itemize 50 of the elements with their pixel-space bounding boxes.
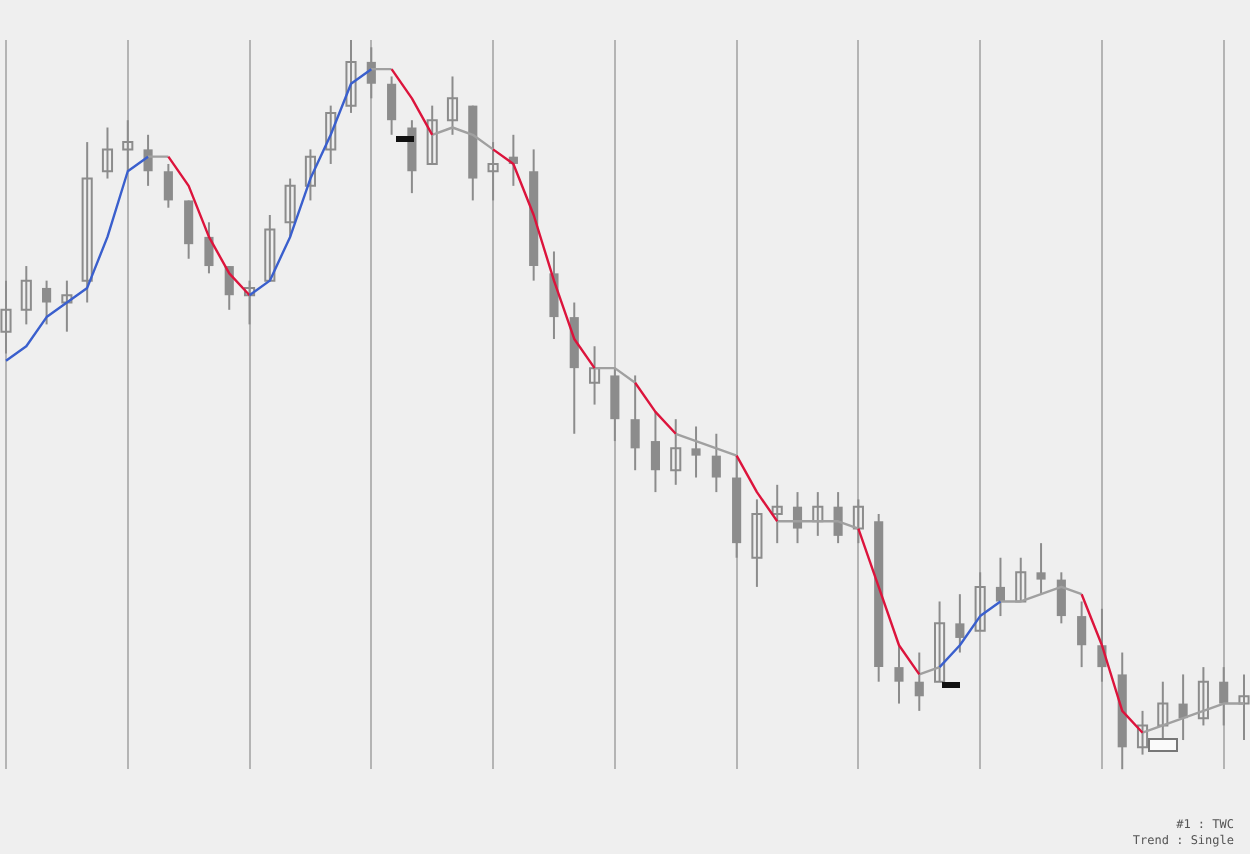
candlestick (1036, 542, 1046, 596)
candlestick (20, 265, 32, 326)
candlestick (630, 374, 640, 472)
candlestick (1136, 709, 1149, 756)
candlestick (122, 119, 134, 173)
candlestick (771, 483, 783, 545)
candlestick (1015, 556, 1027, 603)
candlestick (792, 491, 803, 545)
candlestick (284, 177, 296, 238)
candlestick (81, 141, 93, 304)
candlestick (0, 279, 12, 355)
candlestick (304, 148, 316, 202)
candlestick (588, 345, 601, 406)
candlestick (1077, 600, 1087, 669)
candlestick (1238, 673, 1250, 742)
candlestick (426, 104, 438, 165)
candlestick (101, 126, 114, 180)
candlestick (1157, 680, 1169, 742)
candlestick (61, 279, 73, 333)
candlestick (691, 425, 701, 479)
candlestick (934, 600, 946, 683)
candlestick (812, 491, 824, 537)
candlestick (914, 651, 924, 712)
candlestick (243, 279, 256, 326)
candlestick (487, 141, 499, 202)
candlestick (204, 221, 214, 275)
candlestick (1197, 666, 1209, 727)
candlestick (955, 593, 965, 654)
candlestick (163, 162, 173, 209)
candlestick (894, 644, 904, 705)
candlestick (751, 498, 763, 588)
candlestick (143, 133, 153, 187)
candlestick (610, 367, 620, 443)
candlestick (852, 498, 864, 545)
candlestick (264, 214, 276, 282)
candlestick (833, 491, 843, 545)
candlestick (549, 250, 559, 340)
candlestick (1219, 666, 1229, 727)
candlestick (345, 39, 357, 114)
candlestick (650, 410, 661, 494)
candlestick (974, 571, 986, 632)
candlestick (325, 104, 337, 165)
candlestick (1056, 571, 1066, 625)
candlestick (446, 75, 459, 136)
candlestick (711, 432, 721, 494)
candlestick (387, 75, 397, 136)
candlestick (670, 418, 682, 486)
candlestick (995, 556, 1006, 618)
candlestick (184, 199, 194, 260)
candlestick (42, 279, 52, 326)
